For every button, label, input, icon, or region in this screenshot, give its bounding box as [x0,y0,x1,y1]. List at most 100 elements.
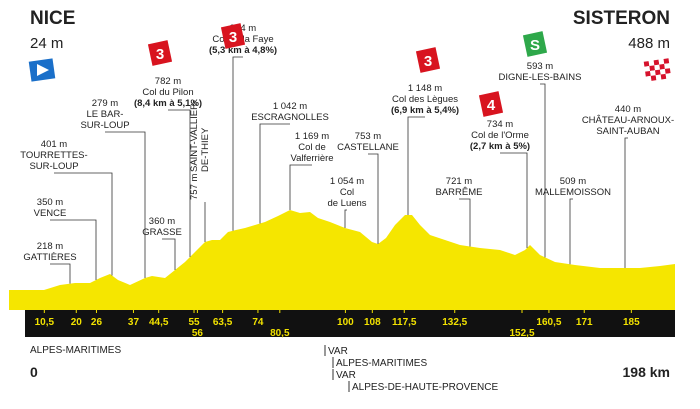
waypoint-name: SAINT-AUBAN [596,126,659,137]
finish-altitude: 488 m [628,35,670,52]
waypoint-name: de Luens [327,198,366,209]
flag-cell [664,63,670,69]
waypoint-name: LE BAR- [87,109,124,120]
leader [105,131,146,278]
badge-label: 3 [424,53,432,70]
waypoint-name: MALLEMOISSON [535,187,611,198]
km-label: 171 [576,317,593,328]
waypoint-name: SAINT-VALLIER- [189,100,200,172]
climb-badge [220,23,246,49]
waypoint-detail: (5,3 km à 4,8%) [209,45,277,56]
km-label: 26 [91,317,103,328]
waypoint-name: Col de l'Orme [471,130,529,141]
leader [232,56,243,231]
waypoint-altitude: 757 m [189,174,200,200]
waypoint: 757 m SAINT-VALLIER- DE-THIEY [189,100,211,200]
leader [569,198,573,265]
waypoint-name: GRASSE [142,227,182,238]
distance-end: 198 km [623,364,670,380]
waypoint-altitude: 1 169 m [295,131,329,142]
waypoint-name: DE-THIEY [200,127,211,172]
leader [259,123,290,224]
climb-badge [415,47,441,73]
waypoint-name: CASTELLANE [337,142,399,153]
climb-badge [147,40,173,66]
waypoint-name: Col des Lègues [392,94,458,105]
waypoint-name: GATTIÈRES [23,252,76,263]
region: ALPES-DE-HAUTE-PROVENCE [352,382,498,393]
leader [368,153,379,244]
flag-cell [649,65,656,71]
waypoint-name: TOURRETTES- [20,150,87,161]
flag-cell [654,64,660,71]
flag-cell [660,73,667,80]
waypoint-altitude: 1 042 m [273,101,307,112]
km-label: 56 [192,328,204,339]
region: VAR [336,370,356,381]
finish-name: SISTERON [573,8,670,29]
profile-area [9,210,675,310]
leader [50,263,71,284]
waypoint-altitude: 984 m [230,23,256,34]
waypoint-name: CHÂTEAU-ARNOUX- [582,115,674,126]
km-label: 132,5 [442,317,467,328]
flag-cell [645,75,652,82]
km-label: 108 [364,317,381,328]
km-label: 55 [188,317,200,328]
region: VAR [328,346,348,357]
flag-cell [659,63,665,70]
start-name: NICE [30,8,75,29]
waypoint-altitude: 218 m [37,241,63,252]
waypoint-name: Col [340,187,354,198]
km-label: 100 [337,317,354,328]
flag-cell [659,68,666,75]
badge-label: 4 [487,97,496,114]
leader [289,164,312,210]
km-label: 117,5 [392,317,417,328]
badge-label: S [530,37,540,54]
flag-cell [665,73,672,79]
waypoint-altitude: 279 m [92,98,118,109]
flag-cell [655,74,662,81]
km-label: 44,5 [149,317,169,328]
leader [540,83,546,258]
start-altitude: 24 m [30,35,63,52]
leader [500,152,528,248]
region: ALPES-MARITIMES [30,345,121,356]
leader [344,209,347,228]
start-flag [28,58,56,82]
waypoint-name: Valferrière [290,153,333,164]
waypoint-altitude: 350 m [37,197,63,208]
flag-cell [643,61,650,67]
waypoint-name: DIGNE-LES-BAINS [499,72,582,83]
leader [624,137,628,268]
waypoint-altitude: 509 m [560,176,586,187]
flag-cell [655,69,661,76]
flag-cell [644,66,651,72]
flag-cell [645,70,651,77]
km-label: 152,5 [509,328,534,339]
km-label: 160,5 [536,317,561,328]
leader [459,198,471,247]
km-label: 185 [623,317,640,328]
flag-cell [663,58,670,64]
waypoint-altitude: 440 m [615,104,641,115]
waypoint-altitude: 753 m [355,131,381,142]
waypoint-name: Col du Pilon [142,87,193,98]
waypoint-name: SUR-LOUP [80,120,129,131]
waypoint-altitude: 782 m [155,76,181,87]
waypoint-detail: (2,7 km à 5%) [470,141,530,152]
waypoint-name: BARRÊME [436,187,483,198]
waypoint-altitude: 1 054 m [330,176,364,187]
region: ALPES-MARITIMES [336,358,427,369]
flag-cell [650,70,656,76]
badge-label: 3 [229,29,237,46]
km-label: 20 [71,317,83,328]
waypoint-detail: (6,9 km à 5,4%) [391,105,459,116]
leader [54,172,113,276]
flag-cell [664,68,671,74]
climb-badge [522,31,548,57]
waypoint-name: SUR-LOUP [29,161,78,172]
waypoint-name: VENCE [34,208,67,219]
climb-badge [478,91,504,117]
